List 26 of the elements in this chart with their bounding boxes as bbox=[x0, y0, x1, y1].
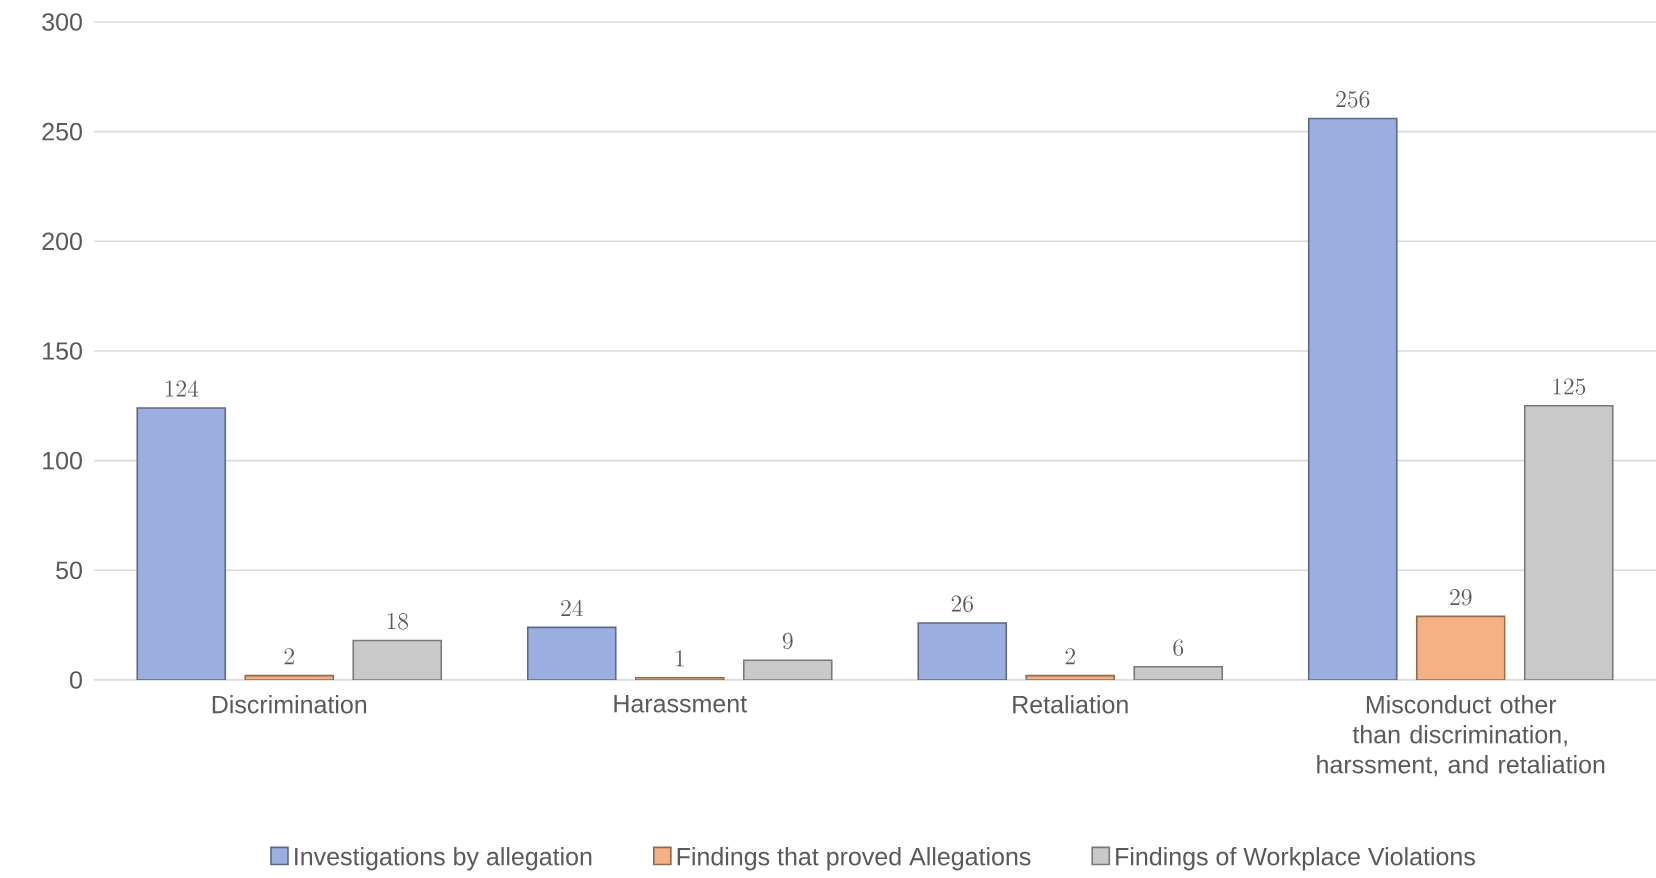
data-label: 1 bbox=[676, 650, 684, 667]
data-label: 256 bbox=[1336, 91, 1370, 108]
data-label: 2 bbox=[1065, 648, 1075, 665]
legend-label: Findings that proved Allegations bbox=[677, 847, 1031, 871]
x-tick-label: Retaliation bbox=[1013, 695, 1128, 714]
x-tick-label: Harassment bbox=[614, 695, 747, 713]
data-label: 24 bbox=[561, 599, 583, 616]
y-tick-label: 50 bbox=[56, 561, 82, 580]
data-label: 18 bbox=[387, 613, 408, 630]
data-label: 2 bbox=[284, 648, 294, 665]
data-label: 29 bbox=[1450, 588, 1472, 606]
legend-label: Findings of Workplace Violations bbox=[1116, 847, 1475, 871]
y-tick-label: 150 bbox=[43, 342, 82, 360]
y-tick-label: 300 bbox=[42, 13, 82, 31]
data-label: 124 bbox=[165, 380, 199, 397]
data-label: 26 bbox=[951, 595, 973, 612]
y-tick-label: 250 bbox=[42, 122, 82, 141]
data-label: 6 bbox=[1173, 639, 1184, 656]
x-tick-label: Misconduct other than discrimination, harssment, and retaliation bbox=[1317, 695, 1605, 777]
y-tick-label: 100 bbox=[43, 451, 82, 470]
y-tick-label: 200 bbox=[42, 232, 82, 251]
data-label: 9 bbox=[782, 632, 793, 650]
legend-label: Investigations by allegation bbox=[295, 847, 592, 871]
y-tick-label: 0 bbox=[70, 671, 82, 689]
x-tick-label: Discrimination bbox=[212, 695, 367, 714]
data-label: 125 bbox=[1553, 378, 1586, 395]
